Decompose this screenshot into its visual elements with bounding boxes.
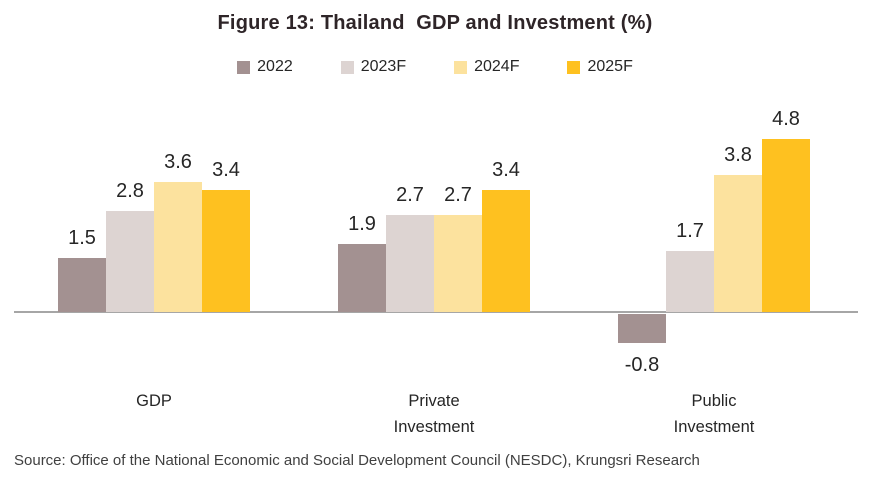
bar-2023f-private-investment	[386, 215, 434, 312]
value-label-2023f-gdp: 2.8	[116, 180, 144, 202]
legend-label-2024f: 2024F	[474, 58, 520, 75]
category-label-private-investment: Private Investment	[393, 392, 475, 436]
value-label-2025f-public-investment: 4.8	[772, 108, 800, 130]
bar-2025f-private-investment	[482, 190, 530, 312]
bar-2024f-gdp	[154, 182, 202, 312]
category-label-gdp: GDP	[136, 392, 172, 410]
value-label-2023f-private-investment: 2.7	[396, 184, 424, 206]
value-label-2025f-private-investment: 3.4	[492, 159, 520, 181]
value-label-2024f-public-investment: 3.8	[724, 144, 752, 166]
x-axis-baseline	[14, 311, 858, 313]
bar-2023f-public-investment	[666, 251, 714, 312]
value-label-2022-gdp: 1.5	[68, 227, 96, 249]
chart-title: Figure 13: Thailand GDP and Investment (…	[217, 12, 653, 34]
bar-2025f-public-investment	[762, 139, 810, 312]
value-label-2025f-gdp: 3.4	[212, 159, 240, 181]
bar-2022-gdp	[58, 258, 106, 312]
source-note: Source: Office of the National Economic …	[14, 452, 700, 469]
legend-swatch-2024f	[454, 60, 468, 74]
legend-item-2023f: 2023F	[340, 58, 407, 76]
legend-swatch-2023f	[340, 60, 354, 74]
value-label-2022-public-investment: -0.8	[624, 354, 660, 376]
bar-2024f-public-investment	[714, 175, 762, 312]
bar-2023f-gdp	[106, 211, 154, 312]
legend-swatch-2025f	[567, 60, 581, 74]
legend-label-2023f: 2023F	[360, 58, 407, 75]
legend-swatch-2022	[237, 60, 251, 74]
bar-2022-public-investment	[618, 314, 666, 343]
bar-2025f-gdp	[202, 190, 250, 312]
value-label-2024f-gdp: 3.6	[164, 151, 192, 173]
legend-item-2022: 2022	[237, 58, 293, 76]
legend-label-2025f: 2025F	[587, 58, 633, 75]
chart-legend: 2022 2023F 2024F 2025F	[0, 58, 870, 76]
bar-2024f-private-investment	[434, 215, 482, 312]
legend-item-2025f: 2025F	[567, 58, 633, 76]
value-label-2023f-public-investment: 1.7	[676, 220, 704, 242]
category-label-public-investment: Public Investment	[673, 392, 755, 436]
legend-item-2024f: 2024F	[454, 58, 519, 76]
value-label-2022-private-investment: 1.9	[348, 213, 376, 235]
bar-2022-private-investment	[338, 244, 386, 312]
bar-chart: 1.5 2.8 3.6 3.4 GDP 1.9 2.7 2.7 3.4 Private Inves…	[14, 80, 858, 440]
value-label-2024f-private-investment: 2.7	[444, 184, 472, 206]
legend-label-2022: 2022	[257, 58, 293, 75]
